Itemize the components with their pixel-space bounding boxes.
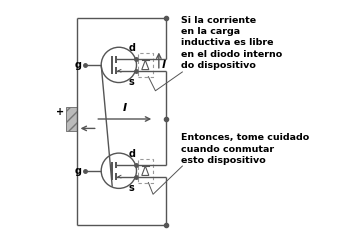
Text: Si la corriente
en la carga
inductiva es libre
en el diodo interno
do dispositiv: Si la corriente en la carga inductiva es… — [181, 15, 283, 70]
Bar — [138, 53, 153, 77]
Bar — [138, 159, 153, 183]
Bar — [66, 107, 77, 131]
Text: d: d — [128, 43, 135, 53]
Text: g: g — [74, 60, 81, 70]
Text: l: l — [162, 60, 166, 70]
Text: I: I — [123, 103, 127, 113]
Text: d: d — [128, 149, 135, 159]
Text: Entonces, tome cuidado
cuando conmutar
esto dispositivo: Entonces, tome cuidado cuando conmutar e… — [181, 133, 310, 165]
Text: s: s — [129, 77, 135, 87]
Text: s: s — [129, 183, 135, 193]
Text: g: g — [74, 166, 81, 176]
Text: +: + — [56, 107, 64, 117]
